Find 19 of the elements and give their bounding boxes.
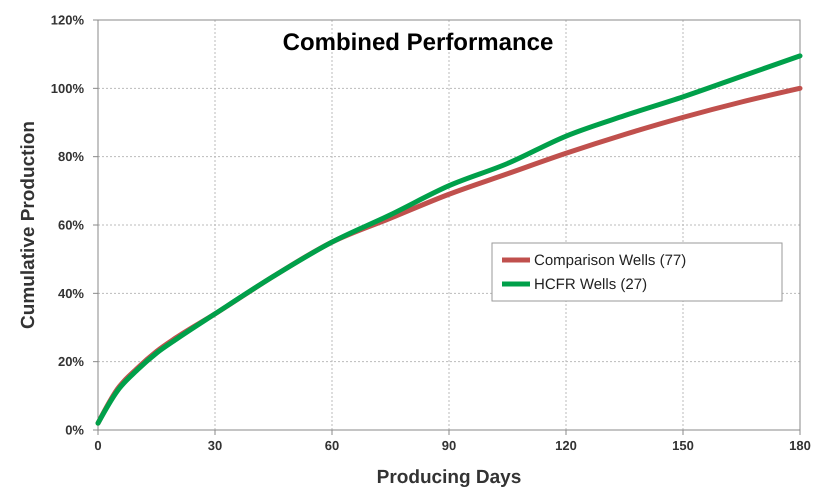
x-tick-label: 30 bbox=[208, 438, 222, 453]
legend-label: HCFR Wells (27) bbox=[534, 276, 648, 293]
x-tick-label: 60 bbox=[324, 438, 340, 453]
x-tick-label: 0 bbox=[94, 438, 102, 453]
y-tick-label: 120% bbox=[50, 12, 84, 28]
y-tick-label: 60% bbox=[58, 218, 84, 232]
x-tick-label: 90 bbox=[442, 438, 456, 453]
y-tick-label: 20% bbox=[58, 354, 84, 370]
legend-label: Comparison Wells (77) bbox=[534, 252, 686, 269]
y-axis-title: Cumulative Production bbox=[18, 121, 39, 329]
x-tick-label: 120 bbox=[555, 438, 577, 453]
y-tick-label: 0% bbox=[65, 422, 84, 438]
y-tick-label: 80% bbox=[58, 149, 84, 164]
y-tick-label: 100% bbox=[50, 80, 84, 96]
x-tick-label: 180 bbox=[789, 438, 811, 453]
y-tick-label: 40% bbox=[58, 286, 84, 301]
chart-title: Combined Performance bbox=[282, 29, 554, 56]
x-tick-label: 150 bbox=[672, 438, 694, 453]
x-axis-title: Producing Days bbox=[376, 467, 522, 488]
